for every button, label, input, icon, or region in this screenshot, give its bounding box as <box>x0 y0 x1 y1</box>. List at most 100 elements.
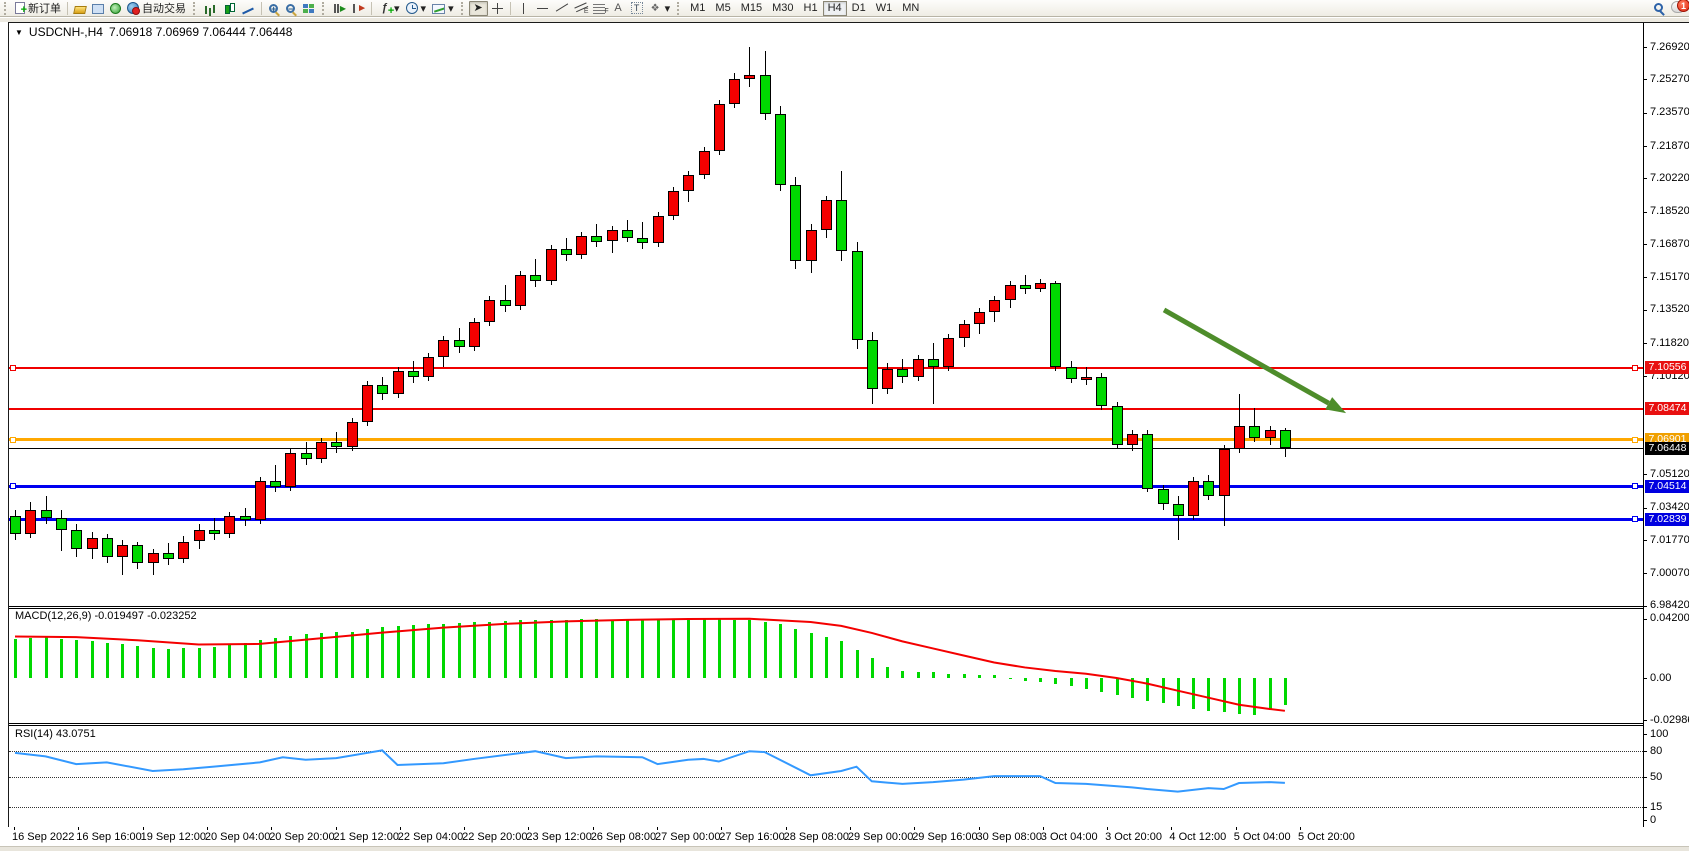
timeframe-h4[interactable]: H4 <box>822 0 847 16</box>
trend-arrow-shaft[interactable] <box>1162 307 1330 406</box>
price-badge-7.06448: 7.06448 <box>1645 441 1689 455</box>
time-axis[interactable]: 16 Sep 2022 16 Sep 16:00 19 Sep 12:00 20 Se… <box>8 827 1689 846</box>
candle <box>300 453 312 460</box>
market-watch-button[interactable] <box>71 1 89 16</box>
equidistant-channel-icon <box>574 2 589 18</box>
new-order-button[interactable]: 新订单 <box>12 1 64 17</box>
time-axis-label: 28 Sep 08:00 <box>783 831 850 843</box>
candlestick-chart-button[interactable] <box>220 1 239 16</box>
signals-button[interactable] <box>107 1 124 16</box>
macd-histogram-bar <box>350 631 354 678</box>
macd-axis-tick <box>1643 618 1647 620</box>
macd-histogram-bar <box>977 675 981 678</box>
templates-button[interactable]: ▾ <box>429 1 457 16</box>
line-handle[interactable] <box>1632 483 1638 490</box>
chart-shift-button[interactable] <box>349 1 368 16</box>
line-handle[interactable] <box>1632 364 1638 371</box>
zoom-in-button[interactable]: + <box>265 1 282 16</box>
macd-histogram-bar <box>733 619 737 678</box>
rsi-axis-label: 0 <box>1650 813 1657 826</box>
bar-chart-button[interactable] <box>201 1 220 16</box>
text-button[interactable]: A <box>609 1 628 16</box>
text-label-button[interactable]: T <box>628 1 646 16</box>
macd-histogram-bar <box>335 632 339 678</box>
auto-scroll-button[interactable] <box>330 1 349 16</box>
indicators-button[interactable]: ƒ▾ <box>375 1 403 18</box>
publisher-button[interactable] <box>89 1 107 16</box>
candle <box>606 229 618 242</box>
notifications-bubble[interactable]: 1 <box>1671 0 1689 13</box>
horizontal-line-7.06448[interactable] <box>9 447 1643 449</box>
candle-wick <box>1254 408 1256 442</box>
fibonacci-button[interactable] <box>590 1 609 18</box>
time-axis-tick <box>849 827 851 830</box>
vertical-line-button[interactable] <box>514 1 533 16</box>
panel-separator-rsi[interactable] <box>9 723 1643 726</box>
window-menu-icon[interactable]: ▼ <box>15 27 23 37</box>
line-chart-button[interactable] <box>239 1 258 16</box>
macd-histogram-bar <box>320 632 323 678</box>
macd-histogram-bar <box>243 642 247 678</box>
line-handle[interactable] <box>10 483 16 490</box>
zoom-out-button[interactable]: − <box>282 1 299 16</box>
auto-trading-label: 自动交易 <box>142 3 186 15</box>
price-axis-label: 7.20220 <box>1650 171 1689 184</box>
macd-histogram-bar <box>1161 678 1165 704</box>
periods-button[interactable]: ▾ <box>403 1 430 16</box>
arrows-button[interactable]: ▾ <box>646 1 674 16</box>
macd-histogram-bar <box>549 619 553 678</box>
horizontal-line-7.10556[interactable] <box>9 366 1643 369</box>
macd-histogram-bar <box>258 639 262 678</box>
trend-arrow-head[interactable] <box>1325 397 1347 414</box>
candle-wick <box>60 510 62 552</box>
horizontal-line-7.06901[interactable] <box>9 438 1643 442</box>
timeframe-m15[interactable]: M15 <box>740 2 763 14</box>
crosshair-button[interactable] <box>488 1 507 16</box>
candle <box>851 251 863 340</box>
macd-histogram-bar <box>580 618 584 678</box>
symbol-period-label: USDCNH-,H4 <box>28 25 103 39</box>
time-axis-label: 21 Sep 12:00 <box>333 831 399 843</box>
timeframe-d1[interactable]: D1 <box>851 2 866 14</box>
new-order-label: 新订单 <box>28 3 61 15</box>
candle <box>775 114 786 185</box>
channel-button[interactable] <box>571 1 590 18</box>
horizontal-line-button[interactable] <box>533 1 552 16</box>
tile-windows-button[interactable] <box>299 1 318 16</box>
macd-histogram-bar <box>1283 678 1287 706</box>
macd-histogram-bar <box>564 619 568 678</box>
trendline-icon <box>555 2 568 15</box>
panel-separator-macd[interactable] <box>9 606 1643 609</box>
auto-trading-button[interactable]: 自动交易 <box>124 1 189 16</box>
timeframe-m5[interactable]: M5 <box>715 2 731 14</box>
macd-histogram-bar <box>641 620 645 678</box>
search-icon[interactable] <box>1654 2 1663 12</box>
trendline-button[interactable] <box>552 1 571 16</box>
timeframe-h1[interactable]: H1 <box>803 2 818 14</box>
timeframe-mn[interactable]: MN <box>902 2 920 14</box>
candle-wick <box>749 47 751 87</box>
candle-wick <box>565 237 567 262</box>
macd-histogram-bar <box>212 647 216 678</box>
line-handle[interactable] <box>10 436 16 443</box>
rsi-axis-label: 100 <box>1650 727 1669 740</box>
horizontal-line-7.04514[interactable] <box>9 484 1643 488</box>
line-handle[interactable] <box>1632 516 1638 523</box>
line-handle[interactable] <box>1632 436 1638 443</box>
timeframe-m30[interactable]: M30 <box>772 2 794 14</box>
line-handle[interactable] <box>10 364 16 371</box>
candle <box>453 339 465 348</box>
timeframe-m1[interactable]: M1 <box>690 2 706 14</box>
timeframe-w1[interactable]: W1 <box>875 2 893 14</box>
cursor-button[interactable]: ➤ <box>468 0 488 16</box>
macd-label: MACD(12,26,9) -0.019497 -0.023252 <box>15 610 197 622</box>
horizontal-line-7.02839[interactable] <box>9 517 1643 521</box>
candle-wick <box>213 517 215 540</box>
price-axis-label: 7.16870 <box>1650 237 1689 250</box>
macd-axis-tick <box>1643 678 1647 679</box>
toolbar-grip <box>4 1 9 15</box>
macd-histogram-bar <box>809 632 813 678</box>
horizontal-line-7.08474[interactable] <box>9 407 1643 410</box>
chart-window[interactable]: ▼ USDCNH-,H4 7.06918 7.06969 7.06444 7.0… <box>8 22 1689 827</box>
candle <box>560 249 572 256</box>
